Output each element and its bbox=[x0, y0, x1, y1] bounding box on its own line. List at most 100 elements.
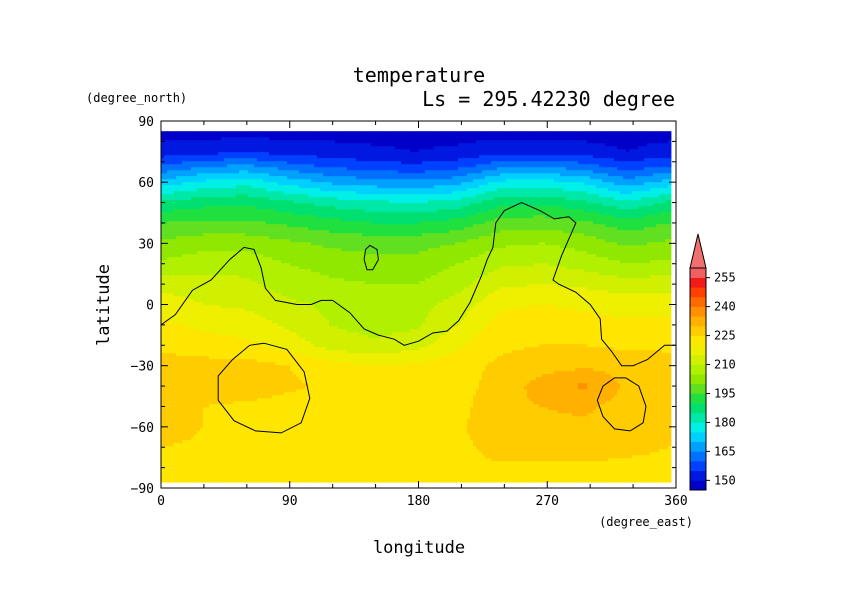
heatmap-cell bbox=[482, 164, 486, 168]
heatmap-cell bbox=[257, 149, 261, 153]
heatmap-cell bbox=[641, 170, 645, 174]
heatmap-cell bbox=[527, 167, 531, 171]
heatmap-cell bbox=[233, 206, 237, 210]
heatmap-cell bbox=[290, 164, 294, 168]
heatmap-cell bbox=[527, 173, 531, 177]
heatmap-cell bbox=[221, 176, 225, 180]
heatmap-cell bbox=[293, 164, 297, 168]
heatmap-cell bbox=[341, 173, 345, 177]
heatmap-cell bbox=[635, 212, 639, 216]
heatmap-cell bbox=[521, 182, 525, 186]
heatmap-cell bbox=[281, 167, 285, 171]
heatmap-cell bbox=[317, 146, 321, 150]
heatmap-cell bbox=[227, 185, 231, 189]
heatmap-cell bbox=[512, 194, 516, 198]
heatmap-cell bbox=[383, 140, 387, 144]
heatmap-cell bbox=[287, 209, 291, 213]
heatmap-cell bbox=[197, 212, 201, 216]
heatmap-cell bbox=[392, 170, 396, 174]
heatmap-cell bbox=[587, 140, 591, 144]
heatmap-cell bbox=[338, 191, 342, 195]
heatmap-cell bbox=[263, 173, 267, 177]
heatmap-cell bbox=[518, 170, 522, 174]
heatmap-cell bbox=[278, 176, 282, 180]
heatmap-cell bbox=[509, 146, 513, 150]
heatmap-cell bbox=[164, 194, 168, 198]
heatmap-cell bbox=[656, 158, 660, 162]
heatmap-cell bbox=[620, 203, 624, 207]
heatmap-cell bbox=[464, 188, 468, 192]
heatmap-cell bbox=[623, 131, 627, 135]
heatmap-cell bbox=[464, 131, 468, 135]
heatmap-cell bbox=[656, 200, 660, 204]
heatmap-cell bbox=[662, 215, 666, 219]
heatmap-cell bbox=[167, 134, 171, 138]
heatmap-cell bbox=[359, 149, 363, 153]
heatmap-cell bbox=[287, 188, 291, 192]
heatmap-cell bbox=[248, 155, 252, 159]
heatmap-cell bbox=[488, 182, 492, 186]
heatmap-cell bbox=[596, 158, 600, 162]
heatmap-cell bbox=[248, 149, 252, 153]
heatmap-cell bbox=[221, 143, 225, 147]
heatmap-cell bbox=[173, 137, 177, 141]
heatmap-cell bbox=[362, 179, 366, 183]
heatmap-cell bbox=[407, 170, 411, 174]
heatmap-cell bbox=[377, 215, 381, 219]
heatmap-cell bbox=[602, 176, 606, 180]
heatmap-cell bbox=[479, 155, 483, 159]
heatmap-cell bbox=[401, 182, 405, 186]
heatmap-cell bbox=[326, 206, 330, 210]
heatmap-cell bbox=[266, 161, 270, 165]
heatmap-cell bbox=[377, 191, 381, 195]
heatmap-cell bbox=[605, 197, 609, 201]
heatmap-cell bbox=[302, 137, 306, 141]
heatmap-cell bbox=[269, 212, 273, 216]
heatmap-cell bbox=[233, 185, 237, 189]
heatmap-cell bbox=[566, 170, 570, 174]
heatmap-cell bbox=[404, 158, 408, 162]
heatmap-cell bbox=[422, 170, 426, 174]
heatmap-cell bbox=[524, 182, 528, 186]
heatmap-cell bbox=[485, 185, 489, 189]
heatmap-cell bbox=[647, 191, 651, 195]
heatmap-cell bbox=[497, 155, 501, 159]
heatmap-cell bbox=[473, 131, 477, 135]
heatmap-cell bbox=[224, 191, 228, 195]
heatmap-cell bbox=[389, 188, 393, 192]
heatmap-cell bbox=[482, 155, 486, 159]
heatmap-cell bbox=[500, 176, 504, 180]
heatmap-cell bbox=[362, 209, 366, 213]
heatmap-cell bbox=[470, 212, 474, 216]
heatmap-cell bbox=[392, 191, 396, 195]
heatmap-cell bbox=[413, 176, 417, 180]
heatmap-cell bbox=[548, 188, 552, 192]
heatmap-cell bbox=[344, 215, 348, 219]
heatmap-cell bbox=[284, 149, 288, 153]
heatmap-cell bbox=[350, 188, 354, 192]
heatmap-cell bbox=[179, 167, 183, 171]
heatmap-cell bbox=[317, 176, 321, 180]
heatmap-cell bbox=[461, 152, 465, 156]
heatmap-cell bbox=[497, 173, 501, 177]
heatmap-cell bbox=[272, 161, 276, 165]
heatmap-cell bbox=[260, 173, 264, 177]
heatmap-cell bbox=[587, 173, 591, 177]
heatmap-cell bbox=[278, 140, 282, 144]
heatmap-cell bbox=[440, 173, 444, 177]
heatmap-cell bbox=[392, 164, 396, 168]
heatmap-cell bbox=[530, 140, 534, 144]
heatmap-cell bbox=[485, 188, 489, 192]
heatmap-cell bbox=[272, 206, 276, 210]
heatmap-cell bbox=[434, 167, 438, 171]
heatmap-cell bbox=[230, 134, 234, 138]
heatmap-cell bbox=[593, 185, 597, 189]
heatmap-cell bbox=[203, 143, 207, 147]
heatmap-cell bbox=[470, 188, 474, 192]
heatmap-cell bbox=[542, 167, 546, 171]
heatmap-cell bbox=[350, 170, 354, 174]
heatmap-cell bbox=[452, 149, 456, 153]
heatmap-cell bbox=[434, 173, 438, 177]
heatmap-cell bbox=[422, 134, 426, 138]
heatmap-cell bbox=[611, 140, 615, 144]
